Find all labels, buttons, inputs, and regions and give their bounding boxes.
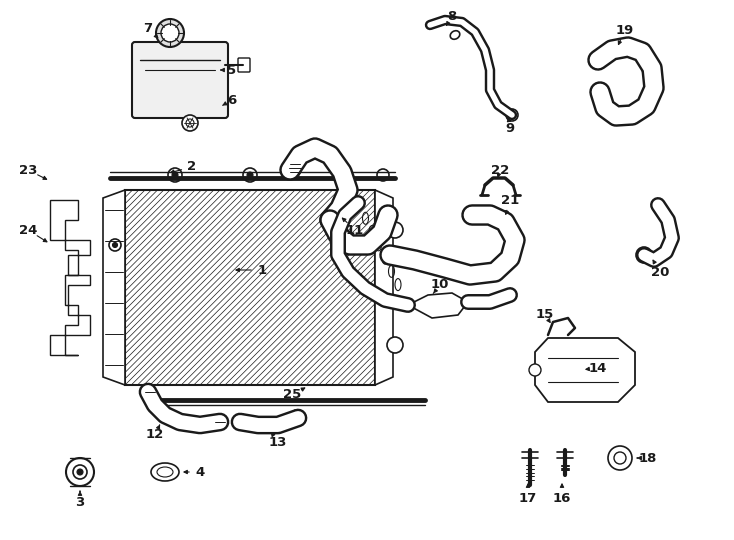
- Circle shape: [172, 172, 178, 178]
- Text: 2: 2: [187, 160, 197, 173]
- Circle shape: [168, 168, 182, 182]
- Text: 5: 5: [228, 64, 236, 77]
- Text: 12: 12: [146, 429, 164, 442]
- Text: 17: 17: [519, 491, 537, 504]
- Text: 6: 6: [228, 93, 236, 106]
- Ellipse shape: [291, 410, 301, 426]
- Circle shape: [161, 24, 179, 42]
- Circle shape: [614, 452, 626, 464]
- Circle shape: [247, 172, 253, 178]
- FancyBboxPatch shape: [132, 42, 228, 118]
- Circle shape: [377, 169, 389, 181]
- Text: 23: 23: [19, 164, 37, 177]
- Text: 14: 14: [589, 361, 607, 375]
- Text: 25: 25: [283, 388, 301, 402]
- Ellipse shape: [237, 414, 247, 430]
- Polygon shape: [535, 338, 635, 402]
- Text: 20: 20: [651, 266, 669, 279]
- Circle shape: [182, 115, 198, 131]
- Text: 19: 19: [616, 24, 634, 37]
- Polygon shape: [408, 293, 468, 318]
- Ellipse shape: [386, 246, 398, 264]
- Text: 10: 10: [431, 279, 449, 292]
- Text: 18: 18: [639, 451, 657, 464]
- Ellipse shape: [326, 209, 338, 227]
- Circle shape: [112, 242, 117, 247]
- Ellipse shape: [151, 463, 179, 481]
- Circle shape: [243, 168, 257, 182]
- Circle shape: [608, 446, 632, 470]
- Text: 15: 15: [536, 308, 554, 321]
- Ellipse shape: [289, 159, 301, 177]
- Text: 1: 1: [258, 264, 266, 276]
- Text: 4: 4: [195, 465, 205, 478]
- Ellipse shape: [592, 51, 604, 69]
- Ellipse shape: [468, 206, 480, 224]
- Circle shape: [387, 337, 403, 353]
- Circle shape: [66, 458, 94, 486]
- Circle shape: [73, 465, 87, 479]
- Text: 21: 21: [501, 193, 519, 206]
- Text: 16: 16: [553, 491, 571, 504]
- Ellipse shape: [642, 59, 654, 77]
- Polygon shape: [103, 190, 125, 385]
- Circle shape: [506, 109, 518, 121]
- Circle shape: [529, 364, 541, 376]
- Text: 11: 11: [346, 224, 364, 237]
- Text: 9: 9: [506, 122, 515, 134]
- Circle shape: [77, 469, 83, 475]
- Text: 7: 7: [143, 22, 153, 35]
- Circle shape: [156, 19, 184, 47]
- Circle shape: [636, 247, 652, 263]
- Text: 3: 3: [76, 496, 84, 509]
- Text: 8: 8: [448, 10, 457, 23]
- Text: 24: 24: [19, 224, 37, 237]
- Ellipse shape: [594, 83, 606, 101]
- Ellipse shape: [145, 384, 155, 400]
- Circle shape: [109, 239, 121, 251]
- Text: 22: 22: [491, 164, 509, 177]
- Polygon shape: [375, 190, 393, 385]
- Ellipse shape: [215, 414, 225, 430]
- Text: 13: 13: [269, 435, 287, 449]
- Circle shape: [387, 222, 403, 238]
